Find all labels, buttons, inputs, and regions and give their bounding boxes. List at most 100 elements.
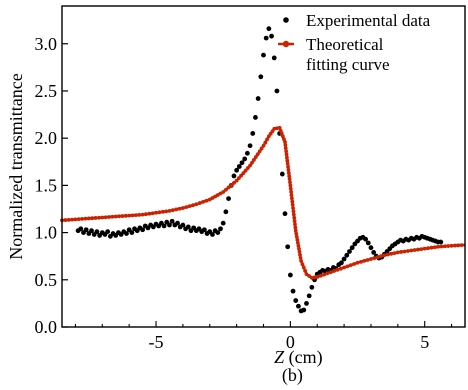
theoretical-point [290,202,295,207]
theoretical-point [332,269,336,273]
theoretical-point [287,177,292,182]
theoretical-point [221,190,226,194]
legend: Experimental data Theoretical fitting cur… [278,11,431,74]
theoretical-point [241,171,246,176]
theoretical-point [70,217,74,222]
theoretical-point [243,168,248,173]
experimental-series [75,26,444,314]
theoretical-point [345,264,350,269]
plot-area [62,6,465,327]
theoretical-point [107,215,111,219]
theoretical-point [170,208,175,213]
experimental-point [215,230,221,235]
theoretical-point [226,185,231,190]
experimental-point [341,256,347,262]
theoretical-point [328,270,333,275]
experimental-point [167,222,172,228]
experimental-point [234,167,240,173]
experimental-point [339,260,344,266]
theoretical-point [160,209,165,214]
experimental-point [231,173,237,179]
theoretical-point [325,271,330,276]
theoretical-point [90,216,95,221]
theoretical-point [290,199,295,204]
experimental-point [210,232,215,237]
experimental-point [94,229,100,235]
theoretical-point [197,201,202,205]
panel-label: (b) [282,365,303,386]
experimental-point [239,160,245,166]
theoretical-point [285,158,290,163]
theoretical-point [232,181,236,185]
theoretical-point [147,211,152,216]
theoretical-point [229,183,234,188]
plot-background [62,6,465,327]
theoretical-point [293,222,297,227]
theoretical-point [295,237,300,242]
theoretical-point [412,248,417,252]
theoretical-point [432,245,437,250]
theoretical-point [442,244,447,249]
theoretical-point [187,204,192,209]
theoretical-point [375,255,380,260]
experimental-point [175,220,180,226]
experimental-point [365,240,371,246]
legend-experimental-marker [283,17,289,23]
theoretical-point [248,163,252,168]
theoretical-point [289,189,294,194]
theoretical-point [409,248,414,253]
theoretical-point [335,267,340,272]
theoretical-point [291,209,296,214]
x-tick-label: -5 [149,332,164,352]
theoretical-point [296,243,301,248]
theoretical-point [436,244,441,249]
experimental-point [161,223,167,229]
experimental-point [279,171,285,177]
theoretical-point [201,200,205,204]
theoretical-point [113,214,118,219]
theoretical-point [294,231,299,236]
theoretical-point [459,243,464,247]
theoretical-point [191,203,195,208]
theoretical-point [352,262,357,266]
theoretical-point [73,217,78,222]
theoretical-point [283,140,287,144]
y-tick-label: 0.5 [35,270,58,290]
theoretical-point [140,212,145,217]
experimental-point [250,131,256,136]
theoretical-point [385,252,390,257]
theoretical-point [263,140,268,145]
theoretical-point [236,176,241,181]
theoretical-point [297,246,301,251]
y-tick-label: 0.0 [35,317,58,337]
experimental-point [293,298,299,303]
theoretical-point [322,272,326,277]
experimental-point [301,307,307,313]
theoretical-point [392,251,397,256]
theoretical-point [426,246,430,251]
theoretical-point [144,212,148,217]
theoretical-point [395,250,400,255]
theoretical-point [253,155,258,159]
experimental-point [261,52,266,58]
experimental-point [223,209,229,215]
experimental-point [363,236,368,242]
experimental-point [349,245,355,251]
theoretical-point [259,146,264,151]
experimental-point [201,227,207,233]
experimental-point [244,150,250,156]
theoretical-point [286,164,290,169]
experimental-point [169,218,175,224]
theoretical-point [265,137,269,142]
experimental-point [253,115,258,120]
experimental-point [89,228,94,234]
theoretical-point [245,166,250,170]
experimental-point [247,143,253,149]
theoretical-point [416,247,420,252]
theoretical-point [250,160,254,165]
x-axis-variable: Z [274,347,285,367]
experimental-point [263,35,269,41]
experimental-point [271,55,277,61]
theoretical-point [261,143,266,148]
